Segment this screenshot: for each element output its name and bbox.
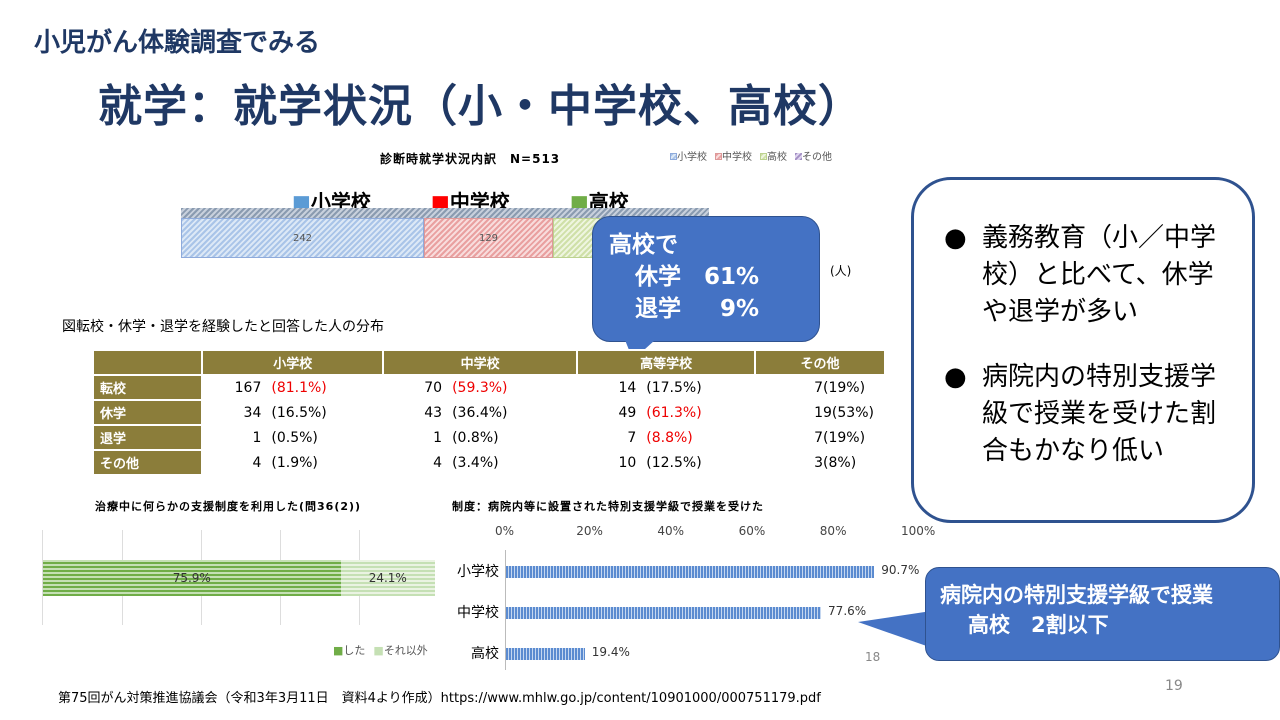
data-label: 77.6% <box>828 604 867 618</box>
callout-line: 病院内の特別支援学級で授業 <box>940 583 1213 607</box>
y-category-label: 中学校 <box>457 605 499 621</box>
table-header: 高等学校 <box>576 349 757 376</box>
bar-3d-top <box>181 208 709 218</box>
table-cell: 7(19%) <box>754 424 886 451</box>
table-row: 休学 34 (16.5%) 43 (36.4%) 49 (61.3%) 19(53%) <box>91 399 886 426</box>
bar <box>506 648 585 660</box>
row-label: 転校 <box>91 374 204 401</box>
left-chart-legend: ■した ■それ以外 <box>333 642 428 658</box>
y-category-label: 小学校 <box>457 564 499 580</box>
source-citation: 第75回がん対策推進協議会（令和3年3月11日 資料4より作成）https://… <box>58 691 821 706</box>
table-cell: 7 (8.8%) <box>576 424 757 451</box>
data-label: 90.7% <box>881 563 920 577</box>
table-cell: 4 (3.4%) <box>382 449 579 476</box>
table-cell: 3(8%) <box>754 449 886 476</box>
distribution-table: 小学校 中学校 高等学校 その他 転校 167 (81.1%) 70 (59.3%) 14… <box>91 349 886 476</box>
callout-pointer <box>858 610 938 650</box>
top-chart-legend: 小学校 中学校 高校 その他 <box>670 148 832 163</box>
callout-line: 退学 9% <box>635 296 760 322</box>
legend-item: 高校 <box>760 148 787 163</box>
data-label: 19.4% <box>591 645 630 659</box>
callout-line: 高校 2割以下 <box>968 613 1109 637</box>
right-chart-title: 制度：病院内等に設置された特別支援学級で授業を受けた <box>452 500 764 513</box>
right-chart: 0% 20% 40% 60% 80% 100% 小学校 90.7% 中学校 77.6% 高校 19.4… <box>457 520 935 670</box>
table-cell: 1 (0.8%) <box>382 424 579 451</box>
slide-title: 就学：就学状況（小・中学校、高校） <box>98 81 863 132</box>
callout-line: 休学 61% <box>635 264 760 290</box>
legend-item: ■した <box>333 644 366 657</box>
bar-label: 75.9% <box>172 571 211 585</box>
left-chart-title: 治療中に何らかの支援制度を利用した(問36(2)) <box>95 500 362 513</box>
x-tick-label: 40% <box>657 524 685 538</box>
x-tick-label: 0% <box>495 524 515 538</box>
summary-box: ● 義務教育（小／中学校）と比べて、休学や退学が多い ● 病院内の特別支援学級で授業… <box>911 177 1255 523</box>
table-header: 中学校 <box>382 349 579 376</box>
legend-item: 小学校 <box>670 148 707 163</box>
row-label: 退学 <box>91 424 204 451</box>
slide-subtitle: 小児がん体験調査でみる <box>34 28 321 58</box>
table-cell: 43 (36.4%) <box>382 399 579 426</box>
bar <box>506 607 822 619</box>
bullet-item: ● 義務教育（小／中学校）と比べて、休学や退学が多い <box>944 223 1217 327</box>
table-row: その他 4 (1.9%) 4 (3.4%) 10 (12.5%) 3(8%) <box>91 449 886 476</box>
table-cell: 167 (81.1%) <box>201 374 385 401</box>
x-tick-label: 80% <box>819 524 847 538</box>
table-row: 転校 167 (81.1%) 70 (59.3%) 14 (17.5%) 7(19%) <box>91 374 886 401</box>
top-chart-title: 診断時就学状況内訳 N=513 <box>380 152 561 166</box>
x-tick-label: 20% <box>576 524 603 538</box>
table-caption: 図転校・休学・退学を経験したと回答した人の分布 <box>62 319 384 335</box>
bar-label: 24.1% <box>368 571 407 585</box>
bar-segment-other: 24.1% <box>340 560 435 596</box>
bar-segment-junior-high: 129 <box>424 218 553 258</box>
x-tick-label: 100% <box>901 524 936 538</box>
bar-label: 242 <box>292 232 313 244</box>
table-cell: 70 (59.3%) <box>382 374 579 401</box>
bar-segment-elementary: 242 <box>181 218 424 258</box>
legend-item: その他 <box>795 148 832 163</box>
left-chart: 75.9% 24.1% <box>42 530 435 625</box>
row-label: 休学 <box>91 399 204 426</box>
legend-item: 中学校 <box>715 148 752 163</box>
y-category-label: 高校 <box>471 646 499 662</box>
unit-label: (人) <box>830 264 852 278</box>
table-cell: 7(19%) <box>754 374 886 401</box>
callout-line: 高校で <box>609 232 678 258</box>
row-label: その他 <box>91 449 204 476</box>
table-header: 小学校 <box>201 349 385 376</box>
table-header: その他 <box>754 349 886 376</box>
bar <box>506 566 875 578</box>
legend-item: ■それ以外 <box>373 644 428 657</box>
table-cell: 10 (12.5%) <box>576 449 757 476</box>
page-number: 19 <box>1165 678 1183 694</box>
x-tick-label: 60% <box>738 524 766 538</box>
callout-hospital-class: 病院内の特別支援学級で授業 高校 2割以下 <box>925 567 1280 661</box>
inner-page-number: 18 <box>865 650 881 664</box>
bar-label: 129 <box>478 232 499 244</box>
table-header <box>91 349 204 376</box>
table-cell: 1 (0.5%) <box>201 424 385 451</box>
table-row: 退学 1 (0.5%) 1 (0.8%) 7 (8.8%) 7(19%) <box>91 424 886 451</box>
table-cell: 49 (61.3%) <box>576 399 757 426</box>
callout-high-school: 高校で 休学 61% 退学 9% <box>592 216 820 342</box>
table-cell: 14 (17.5%) <box>576 374 757 401</box>
bar-segment-used: 75.9% <box>43 560 341 596</box>
table-cell: 34 (16.5%) <box>201 399 385 426</box>
table-cell: 4 (1.9%) <box>201 449 385 476</box>
table-cell: 19(53%) <box>754 399 886 426</box>
bullet-item: ● 病院内の特別支援学級で授業を受けた割合もかなり低い <box>944 362 1217 466</box>
